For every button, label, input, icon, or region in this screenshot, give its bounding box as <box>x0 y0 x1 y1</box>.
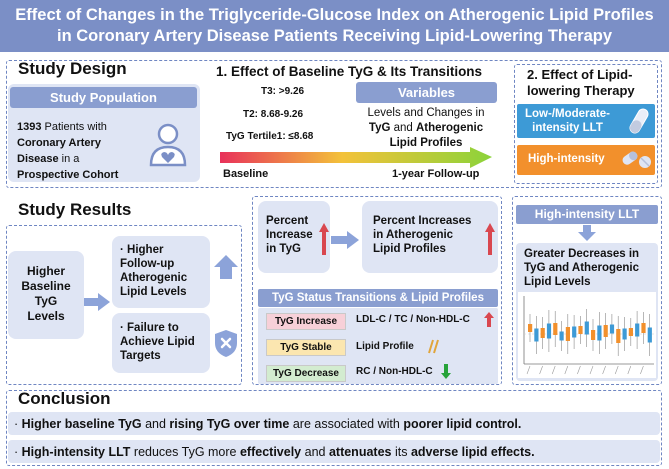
percent-lipid-text: Percent Increases in Atherogenic Lipid P… <box>373 215 472 255</box>
higher-followup-text: · Higher Follow-up Atherogenic Lipid Lev… <box>120 244 188 298</box>
effect-baseline-title: 1. Effect of Baseline TyG & Its Transiti… <box>216 64 483 79</box>
tag-tyg-increase: TyG Increase <box>266 313 346 330</box>
higher-baseline-box <box>8 251 84 339</box>
up-arrow-icon <box>214 255 238 279</box>
boxplot-box <box>528 324 533 332</box>
boxplot-box <box>578 326 583 334</box>
percent-tyg-box <box>258 201 330 273</box>
tertile-3-label: T3: >9.26 <box>261 86 305 97</box>
high-intensity-label: High-intensity <box>528 153 605 165</box>
conclusion-line-2-box <box>8 440 660 463</box>
percent-tyg-text: Percent Increase in TyG <box>266 215 313 255</box>
boxplot-box <box>597 325 602 341</box>
llt-effect-frame <box>514 64 658 184</box>
followup-label: 1-year Follow-up <box>392 168 480 180</box>
boxplot-tick <box>577 365 581 375</box>
boxplot-box <box>553 323 558 335</box>
boxplot-box <box>584 321 589 335</box>
up-red-icon <box>484 312 494 327</box>
boxplot-box <box>559 331 564 341</box>
shield-x-icon <box>215 330 237 357</box>
boxplot-box <box>565 327 570 341</box>
results-left-frame <box>6 225 242 385</box>
right-arrow-icon <box>84 293 110 311</box>
increase-lipids-text: LDL-C / TC / Non-HDL-C <box>356 314 470 325</box>
boxplot-box <box>616 329 621 343</box>
low-moderate-llt-label: Low-/Moderate- intensity LLT <box>525 108 610 134</box>
boxplot-tick <box>589 365 594 375</box>
boxplot-tick <box>551 365 556 375</box>
boxplot-tick <box>627 365 632 375</box>
llt-effect-title: 2. Effect of Lipid- lowering Therapy <box>527 67 635 98</box>
study-design-frame <box>6 60 662 188</box>
boxplot-box <box>603 325 608 337</box>
conclusion-frame <box>6 390 662 466</box>
boxplot-tick <box>640 365 644 375</box>
down-blue-arrow-icon <box>578 225 596 241</box>
boxplot-box <box>609 324 615 334</box>
boxplot-box <box>628 328 633 336</box>
greater-decreases-text: Greater Decreases in TyG and Atherogenic… <box>524 248 640 288</box>
variables-label: Variables <box>356 82 497 103</box>
conclusion-title: Conclusion <box>18 389 111 408</box>
down-arrow-icon <box>441 364 451 379</box>
boxplot-tick <box>539 365 543 375</box>
boxplot-box <box>540 328 545 338</box>
boxplot-tick <box>614 365 619 375</box>
tertile-1-label: TyG Tertile1: ≤8.68 <box>226 131 314 142</box>
boxplot-box <box>641 323 646 333</box>
higher-baseline-text: Higher Baseline TyG Levels <box>21 264 71 323</box>
capsule-icon <box>622 151 651 168</box>
failure-targets-box <box>112 313 210 373</box>
boxplot-tick <box>564 365 569 375</box>
tag-tyg-stable: TyG Stable <box>266 339 346 356</box>
boxplot-box <box>546 323 552 339</box>
results-right-frame <box>512 196 662 385</box>
timeline-gradient-arrow <box>220 147 492 168</box>
stable-slash-icon <box>428 339 439 354</box>
boxplot-box <box>635 323 640 337</box>
percent-lipid-box <box>362 201 498 273</box>
right-arrow-icon-2 <box>331 231 359 249</box>
title-line-1: Effect of Changes in the Triglyceride-Gl… <box>15 6 654 24</box>
boxplot-box <box>591 330 596 340</box>
red-up-arrow-icon-2 <box>485 223 495 255</box>
decrease-lipids-text: RC / Non-HDL-C <box>356 366 433 377</box>
conclusion-line-2: · High-intensity LLT reduces TyG more ef… <box>14 445 535 459</box>
patient-count: 1393 <box>17 121 42 133</box>
tertile-2-label: T2: 8.68-9.26 <box>243 109 304 120</box>
transitions-title: TyG Status Transitions & Lipid Profiles <box>258 289 498 307</box>
patient-heart-icon <box>149 123 187 167</box>
tablet-icon <box>629 108 649 134</box>
higher-followup-box <box>112 236 210 308</box>
red-up-arrow-icon-1 <box>319 223 329 255</box>
high-intensity-llt-title: High-intensity LLT <box>516 205 658 224</box>
conclusion-line-1: · Higher baseline TyG and rising TyG ove… <box>14 417 522 431</box>
tag-tyg-decrease: TyG Decrease <box>266 365 346 382</box>
header-banner <box>0 0 669 52</box>
boxplot-tick <box>602 365 606 375</box>
boxplot-box <box>572 326 577 338</box>
failure-targets-text: · Failure to Achieve Lipid Targets <box>120 322 195 362</box>
study-population-label: Study Population <box>10 87 197 108</box>
boxplot-box <box>622 328 627 340</box>
baseline-label: Baseline <box>223 168 269 180</box>
conclusion-line-1-box <box>8 412 660 435</box>
title-line-2: in Coronary Artery Disease Patients Rece… <box>56 27 613 45</box>
boxplot-chart-icon <box>518 292 656 378</box>
boxplot-box <box>534 328 539 342</box>
variables-description: Levels and Changes in TyG and Atherogeni… <box>367 107 485 149</box>
boxplot-tick <box>526 365 531 375</box>
stable-lipids-text: Lipid Profile <box>356 341 414 352</box>
boxplot-box <box>647 327 652 343</box>
study-design-title: Study Design <box>18 59 127 78</box>
results-middle-frame <box>252 196 502 385</box>
population-description: 1393 Patients with Coronary Artery Disea… <box>17 121 119 181</box>
study-results-title: Study Results <box>18 200 132 219</box>
